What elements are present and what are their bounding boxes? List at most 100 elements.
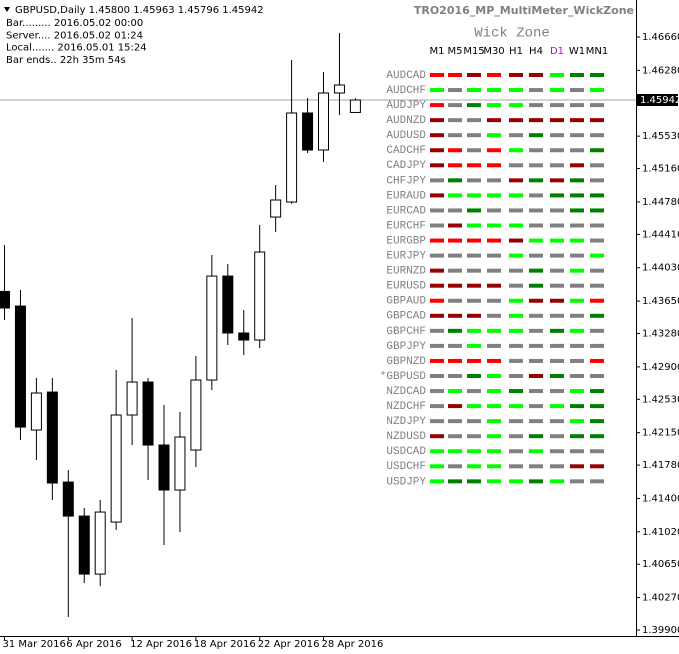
zone-cell	[570, 193, 584, 198]
menu-arrow[interactable]	[4, 7, 10, 12]
zone-cell	[467, 283, 481, 288]
zone-cell	[570, 253, 584, 258]
pair-label: USDJPY	[386, 476, 426, 488]
zone-cell	[467, 389, 481, 394]
indicator-name: TRO2016_MP_MultiMeter_WickZone	[414, 4, 634, 17]
zone-cell	[448, 404, 462, 409]
candle-body	[333, 84, 345, 94]
zone-cell	[529, 419, 543, 424]
zone-cell	[430, 313, 444, 318]
zone-cell	[529, 479, 543, 484]
zone-cell	[590, 343, 604, 348]
pair-label: EURUSD	[386, 281, 426, 293]
zone-cell	[467, 238, 481, 243]
timeframe-label: H1	[509, 46, 523, 57]
candle-body	[302, 112, 314, 151]
candle-body	[110, 414, 122, 523]
y-tick-label: 1.46660	[642, 32, 679, 43]
zone-cell	[448, 419, 462, 424]
zone-cell	[590, 374, 604, 378]
zone-cell	[529, 253, 543, 258]
zone-cell	[509, 434, 523, 439]
pair-label: AUDCAD	[386, 70, 426, 82]
zone-cell	[467, 328, 481, 333]
zone-cell	[550, 163, 564, 168]
candle-body	[349, 99, 361, 113]
zone-cell	[509, 238, 523, 243]
pair-label: GBPAUD	[386, 296, 426, 308]
x-tick-label: 12 Apr 2016	[130, 639, 192, 650]
zone-cell	[448, 178, 462, 183]
zone-cell	[550, 88, 564, 93]
zone-cell	[430, 374, 444, 378]
pair-label: USDCHF	[386, 461, 426, 473]
zone-cell	[529, 389, 543, 394]
pair-label: CADCHF	[386, 145, 426, 157]
zone-cell	[570, 419, 584, 424]
zone-cell	[509, 268, 523, 273]
zone-cell	[467, 419, 481, 424]
zone-cell	[509, 208, 523, 213]
candle-body	[46, 391, 58, 484]
zone-cell	[550, 374, 564, 378]
zone-cell	[448, 343, 462, 348]
zone-cell	[570, 133, 584, 138]
zone-cell	[590, 163, 604, 168]
zone-cell	[550, 268, 564, 273]
zone-cell	[570, 464, 584, 469]
zone-cell	[487, 103, 501, 108]
zone-cell	[487, 434, 501, 439]
x-tick-label: 22 Apr 2016	[258, 639, 320, 650]
zone-cell	[570, 404, 584, 409]
zone-cell	[509, 223, 523, 228]
zone-cell	[590, 73, 604, 77]
zone-cell	[430, 148, 444, 153]
zone-cell	[529, 358, 543, 363]
zone-cell	[430, 253, 444, 258]
candle-body	[94, 511, 106, 575]
timeframe-label: M1	[430, 46, 445, 57]
candle-body	[318, 92, 329, 151]
zone-cell	[590, 148, 604, 153]
zone-cell	[529, 163, 543, 168]
zone-cell	[448, 103, 462, 108]
zone-cell	[590, 133, 604, 138]
zone-cell	[467, 148, 481, 153]
y-tick-label: 1.40650	[642, 559, 679, 570]
zone-cell	[590, 328, 604, 333]
candle-body	[14, 305, 26, 428]
zone-cell	[550, 449, 564, 454]
y-tick-label: 1.45160	[642, 164, 679, 175]
zone-cell	[448, 253, 462, 258]
zone-cell	[448, 193, 462, 198]
zone-cell	[509, 133, 523, 138]
zone-cell	[487, 464, 501, 469]
y-tick-label: 1.44780	[642, 197, 679, 208]
pair-label: EURCAD	[386, 205, 426, 217]
zone-cell	[430, 358, 444, 363]
zone-cell	[570, 88, 584, 93]
zone-cell	[550, 404, 564, 409]
zone-cell	[430, 118, 444, 123]
zone-cell	[509, 103, 523, 108]
candle-body	[206, 275, 218, 381]
zone-cell	[430, 479, 444, 484]
zone-cell	[590, 464, 604, 469]
zone-cell	[590, 253, 604, 258]
zone-cell	[529, 133, 543, 138]
zone-cell	[570, 479, 584, 484]
zone-cell	[509, 283, 523, 288]
zone-cell	[487, 208, 501, 213]
zone-cell	[467, 449, 481, 454]
zone-cell	[529, 328, 543, 333]
zone-cell	[570, 148, 584, 153]
zone-cell	[448, 298, 462, 303]
zone-cell	[570, 238, 584, 243]
zone-cell	[487, 88, 501, 93]
current-price-label: 1.45942	[640, 95, 679, 106]
zone-cell	[467, 163, 481, 168]
zone-cell	[509, 449, 523, 454]
zone-cell	[430, 434, 444, 439]
pair-label: GBPJPY	[386, 341, 426, 353]
